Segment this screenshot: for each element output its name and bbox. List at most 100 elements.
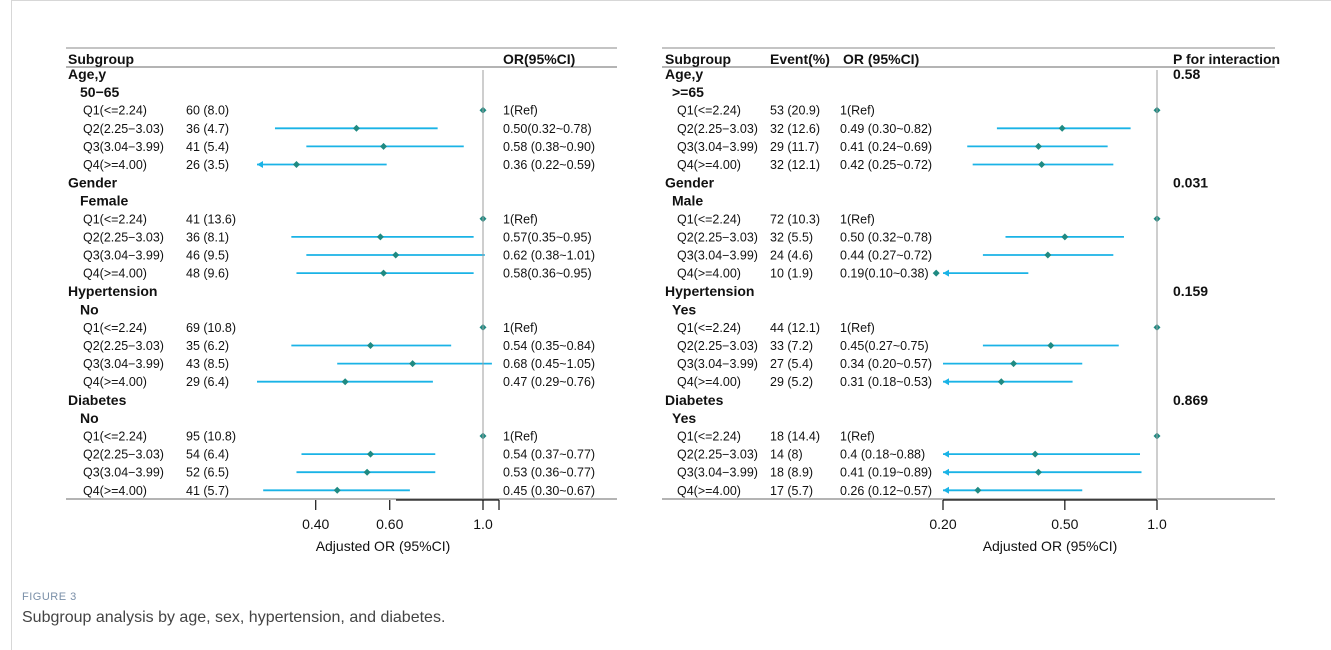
p-interaction: 0.031 bbox=[1173, 175, 1208, 191]
or-value: 0.45(0.27~0.75) bbox=[840, 339, 929, 353]
event-value: 29 (6.4) bbox=[186, 375, 229, 389]
group-level: 50−65 bbox=[80, 84, 120, 100]
event-value: 18 (8.9) bbox=[770, 466, 813, 480]
or-value: 1(Ref) bbox=[503, 430, 538, 444]
event-value: 52 (6.5) bbox=[186, 466, 229, 480]
x-tick-label: 0.20 bbox=[929, 516, 956, 532]
group-label: Diabetes bbox=[665, 392, 724, 408]
or-value: 0.34 (0.20~0.57) bbox=[840, 357, 932, 371]
point-estimate bbox=[1010, 360, 1018, 368]
forest-plot-figure: Subgroup OR(95%CI) Age,y 50−65 Q1(<=2.24) 60 … bbox=[66, 47, 1280, 554]
point-estimate bbox=[367, 342, 375, 349]
ci-arrow bbox=[943, 486, 949, 494]
event-value: 60 (8.0) bbox=[186, 104, 229, 118]
quartile-label: Q1(<=2.24) bbox=[83, 321, 147, 335]
x-tick-label: 0.60 bbox=[376, 516, 403, 532]
event-value: 29 (5.2) bbox=[770, 375, 813, 389]
p-interaction: 0.869 bbox=[1173, 392, 1208, 408]
event-value: 72 (10.3) bbox=[770, 212, 820, 226]
quartile-label: Q1(<=2.24) bbox=[677, 321, 741, 335]
or-value: 0.4 (0.18~0.88) bbox=[840, 448, 925, 462]
quartile-label: Q3(3.04−3.99) bbox=[677, 249, 758, 263]
point-estimate bbox=[392, 251, 400, 259]
or-value: 0.41 (0.24~0.69) bbox=[840, 140, 932, 154]
point-estimate bbox=[380, 142, 388, 150]
point-estimate bbox=[1047, 342, 1055, 349]
group-level: Yes bbox=[672, 410, 696, 426]
quartile-label: Q2(2.25−3.03) bbox=[677, 339, 758, 353]
event-value: 36 (8.1) bbox=[186, 230, 229, 244]
point-estimate bbox=[333, 486, 341, 494]
quartile-label: Q3(3.04−3.99) bbox=[677, 466, 758, 480]
event-value: 54 (6.4) bbox=[186, 448, 229, 462]
quartile-label: Q4(>=4.00) bbox=[83, 158, 147, 172]
quartile-label: Q4(>=4.00) bbox=[677, 484, 741, 498]
point-estimate bbox=[352, 124, 360, 132]
point-estimate bbox=[367, 450, 375, 458]
group-level: >=65 bbox=[672, 84, 704, 100]
event-value: 53 (20.9) bbox=[770, 104, 820, 118]
or-value: 1(Ref) bbox=[840, 212, 875, 226]
column-header: P for interaction bbox=[1173, 51, 1280, 67]
quartile-label: Q3(3.04−3.99) bbox=[83, 357, 164, 371]
quartile-label: Q3(3.04−3.99) bbox=[83, 249, 164, 263]
ci-arrow bbox=[943, 378, 949, 386]
column-header: Subgroup bbox=[68, 51, 134, 67]
ci-arrow bbox=[943, 468, 949, 476]
quartile-label: Q4(>=4.00) bbox=[677, 267, 741, 281]
or-value: 0.68 (0.45~1.05) bbox=[503, 357, 595, 371]
ci-arrow bbox=[943, 450, 949, 458]
or-value: 0.62 (0.38~1.01) bbox=[503, 249, 595, 263]
column-header: OR(95%CI) bbox=[503, 51, 575, 67]
event-value: 43 (8.5) bbox=[186, 357, 229, 371]
or-value: 0.44 (0.27~0.72) bbox=[840, 249, 932, 263]
or-value: 0.58 (0.38~0.90) bbox=[503, 140, 595, 154]
event-value: 46 (9.5) bbox=[186, 249, 229, 263]
event-value: 17 (5.7) bbox=[770, 484, 813, 498]
point-estimate bbox=[1061, 233, 1069, 241]
column-header: Event(%) bbox=[770, 51, 830, 67]
event-value: 14 (8) bbox=[770, 448, 803, 462]
or-value: 0.54 (0.37~0.77) bbox=[503, 448, 595, 462]
or-value: 0.50(0.32~0.78) bbox=[503, 122, 592, 136]
event-value: 32 (5.5) bbox=[770, 230, 813, 244]
x-axis-label: Adjusted OR (95%CI) bbox=[316, 538, 451, 554]
or-value: 0.26 (0.12~0.57) bbox=[840, 484, 932, 498]
figure-frame bbox=[11, 0, 1331, 650]
quartile-label: Q1(<=2.24) bbox=[83, 212, 147, 226]
event-value: 10 (1.9) bbox=[770, 267, 813, 281]
or-value: 1(Ref) bbox=[840, 321, 875, 335]
point-estimate bbox=[1034, 142, 1042, 150]
or-value: 1(Ref) bbox=[840, 430, 875, 444]
quartile-label: Q2(2.25−3.03) bbox=[677, 122, 758, 136]
event-value: 41 (5.7) bbox=[186, 484, 229, 498]
point-estimate bbox=[1034, 468, 1042, 476]
group-level: Male bbox=[672, 193, 703, 209]
group-level: Female bbox=[80, 193, 128, 209]
quartile-label: Q1(<=2.24) bbox=[677, 430, 741, 444]
point-estimate bbox=[292, 161, 300, 168]
event-value: 41 (5.4) bbox=[186, 140, 229, 154]
or-value: 0.42 (0.25~0.72) bbox=[840, 158, 932, 172]
quartile-label: Q1(<=2.24) bbox=[677, 212, 741, 226]
point-estimate bbox=[1058, 124, 1066, 132]
quartile-label: Q2(2.25−3.03) bbox=[677, 448, 758, 462]
or-value: 0.58(0.36~0.95) bbox=[503, 267, 592, 281]
event-value: 18 (14.4) bbox=[770, 430, 820, 444]
event-value: 24 (4.6) bbox=[770, 249, 813, 263]
quartile-label: Q4(>=4.00) bbox=[83, 484, 147, 498]
or-value: 0.47 (0.29~0.76) bbox=[503, 375, 595, 389]
quartile-label: Q2(2.25−3.03) bbox=[83, 230, 164, 244]
quartile-label: Q3(3.04−3.99) bbox=[83, 466, 164, 480]
event-value: 27 (5.4) bbox=[770, 357, 813, 371]
quartile-label: Q4(>=4.00) bbox=[83, 267, 147, 281]
quartile-label: Q4(>=4.00) bbox=[677, 158, 741, 172]
or-value: 0.19(0.10~0.38) bbox=[840, 267, 929, 281]
quartile-label: Q2(2.25−3.03) bbox=[83, 122, 164, 136]
or-value: 1(Ref) bbox=[503, 212, 538, 226]
group-label: Diabetes bbox=[68, 392, 127, 408]
or-value: 0.57(0.35~0.95) bbox=[503, 230, 592, 244]
event-value: 69 (10.8) bbox=[186, 321, 236, 335]
point-estimate bbox=[1038, 161, 1046, 168]
ci-arrow bbox=[257, 161, 263, 168]
